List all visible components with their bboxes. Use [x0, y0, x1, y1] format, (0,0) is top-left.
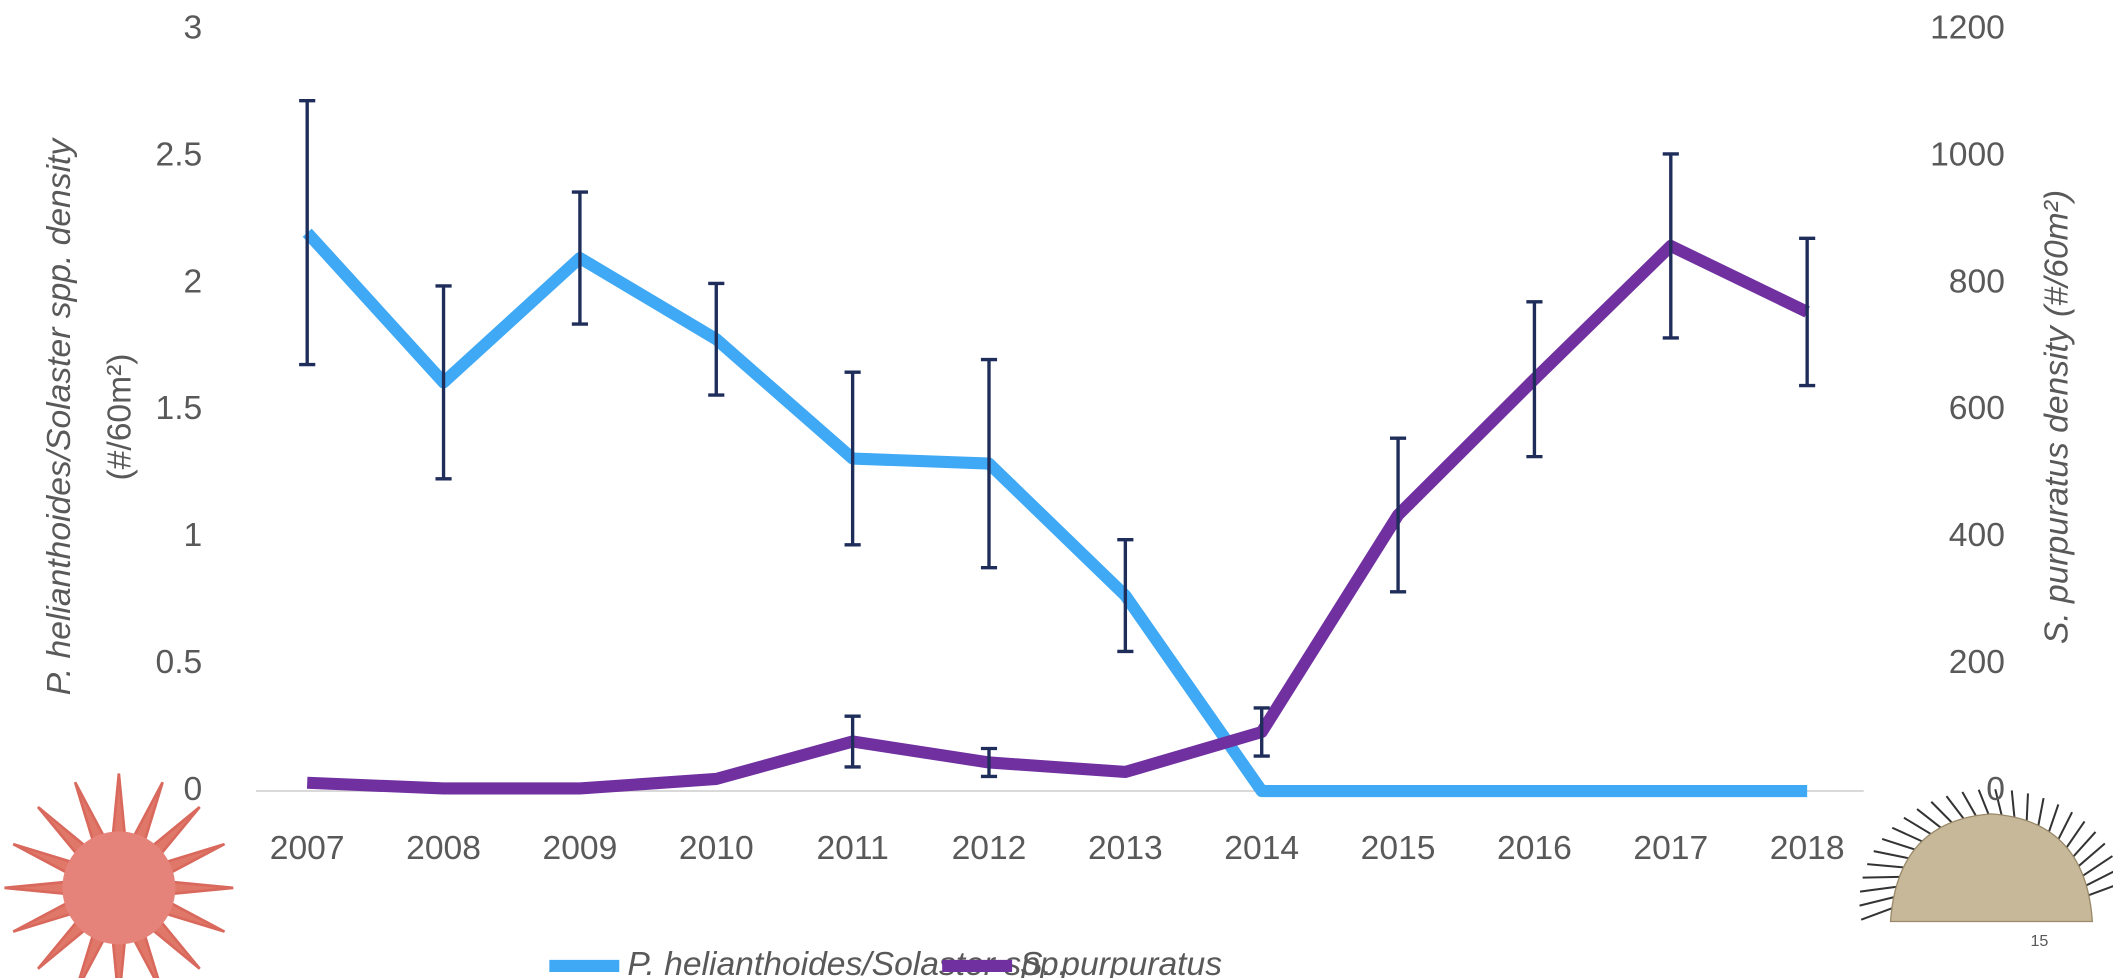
y2-tick-label: 800: [1949, 263, 2005, 300]
sea-star-arm: [12, 899, 77, 933]
x-tick-label: 2010: [679, 830, 754, 867]
series-line: [306, 239, 1810, 795]
error-bar: [1662, 152, 1679, 340]
y-tick-label: 0.5: [156, 644, 203, 681]
y-tick-label: 3: [184, 9, 203, 46]
error-bar: [1117, 538, 1134, 654]
error-bar: [844, 370, 861, 547]
error-bar: [571, 190, 588, 326]
y2-tick-label: 1200: [1930, 9, 2005, 46]
y2-tick-label: 400: [1949, 517, 2005, 554]
y2-tick-label: 1000: [1930, 136, 2005, 173]
x-tick-label: 2017: [1633, 830, 1708, 867]
x-tick-label: 2014: [1224, 830, 1299, 867]
error-bar: [1253, 706, 1270, 758]
sea-star-arm: [12, 842, 77, 876]
y2-tick-label: 0: [1986, 771, 2005, 808]
sea-star-arm: [111, 937, 127, 978]
sea-star-illustration: [4, 773, 234, 978]
error-bar: [980, 746, 998, 779]
x-tick-label: 2012: [952, 830, 1027, 867]
sea-star-arm: [73, 781, 107, 846]
error-bar: [980, 357, 998, 570]
series-line: [302, 228, 1808, 798]
y-tick-label: 2.5: [156, 136, 203, 173]
sea-star-arm: [161, 899, 226, 933]
x-tick-label: 2009: [543, 830, 618, 867]
error-bar: [299, 98, 316, 367]
error-bar: [1799, 236, 1816, 388]
y-tick-label: 2: [184, 263, 203, 300]
y-axis-title: (#/60m²): [101, 354, 138, 481]
x-tick-label: 2016: [1497, 830, 1572, 867]
y-tick-label: 1: [184, 517, 203, 554]
sea-star-arm: [130, 781, 164, 846]
x-tick-label: 2015: [1361, 830, 1436, 867]
urchin-illustration: [1859, 788, 2113, 923]
error-bar: [708, 281, 725, 397]
x-tick-label: 2018: [1770, 830, 1845, 867]
sea-star-body: [62, 831, 176, 945]
y-tick-label: 1.5: [156, 390, 203, 427]
x-tick-label: 2013: [1088, 830, 1163, 867]
page-number: 15: [2030, 932, 2048, 950]
x-tick-label: 2011: [816, 830, 888, 867]
y2-axis-title: S. purpuratus density (#/60m²): [2039, 190, 2076, 644]
sea-star-arm: [4, 880, 70, 896]
error-bar: [844, 714, 861, 769]
y-axis-title: P. helianthoides/Solaster spp. density: [41, 137, 78, 696]
sea-star-arm: [161, 842, 226, 876]
y2-tick-label: 200: [1949, 644, 2005, 681]
error-bar: [1526, 300, 1543, 459]
error-bar: [435, 284, 452, 481]
sea-star-arm: [111, 773, 127, 839]
y2-tick-label: 600: [1949, 390, 2005, 427]
sea-star-arm: [168, 880, 234, 896]
error-bar: [1390, 436, 1407, 594]
y-tick-label: 0: [184, 771, 203, 808]
urchin-body: [1889, 813, 2094, 923]
x-tick-label: 2008: [406, 830, 481, 867]
legend-label: S. purpuratus: [1020, 946, 1222, 978]
x-tick-label: 2007: [270, 830, 345, 867]
